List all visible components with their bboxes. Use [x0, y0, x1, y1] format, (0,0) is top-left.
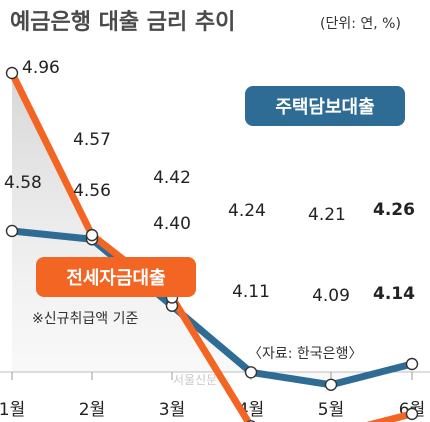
footnote: ※신규취급액 기준: [32, 311, 138, 327]
area-fill-layer: [12, 73, 412, 385]
value-label-housing-1: 4.58: [4, 173, 42, 193]
point-housing-1: [5, 224, 19, 238]
x-axis: 1월2월3월4월5월6월: [0, 371, 430, 420]
x-tick-label-2: 2월: [79, 400, 105, 420]
value-label-jeonse-1: 4.96: [22, 58, 60, 78]
area-fill: [12, 73, 412, 385]
point-housing-5: [324, 378, 338, 391]
value-label-jeonse-6: 4.14: [373, 284, 415, 304]
value-label-housing-5: 4.21: [308, 205, 346, 225]
x-tick-label-5: 5월: [318, 400, 344, 420]
point-housing-4: [244, 366, 258, 379]
series-label-orange-text: 전세자금대출: [66, 268, 165, 289]
value-label-jeonse-5: 4.09: [312, 286, 350, 306]
unit-label: (단위: 연, %): [320, 16, 401, 32]
value-label-jeonse-3: 4.42: [153, 168, 191, 188]
value-label-housing-2: 4.56: [73, 181, 111, 201]
source-label: 〈자료: 한국은행〉: [248, 346, 362, 362]
value-label-housing-3: 4.40: [153, 214, 191, 234]
series-line-jeonse: [8, 69, 416, 422]
series-label-blue: 주택담보대출: [245, 86, 405, 126]
series-label-blue-box: [245, 86, 405, 126]
point-jeonse-2: [85, 228, 99, 242]
data-labels: 4.58 4.56 4.40 4.24 4.21 4.26 4.96 4.57 4.42 4.11…: [4, 58, 415, 306]
point-jeonse-6: [405, 407, 419, 421]
series-points: [5, 66, 419, 422]
x-tick-label-1: 1월: [0, 400, 25, 420]
chart-title: 예금은행 대출 금리 추이: [10, 10, 235, 35]
point-housing-6: [405, 357, 419, 371]
value-label-housing-4: 4.24: [228, 201, 266, 221]
point-jeonse-1: [5, 66, 19, 80]
series-label-blue-text: 주택담보대출: [275, 97, 374, 118]
value-label-housing-6: 4.26: [373, 200, 415, 220]
value-label-jeonse-2: 4.57: [73, 130, 111, 150]
series-line-housing: [8, 227, 416, 389]
series-label-orange: 전세자금대출: [36, 257, 196, 297]
series-label-orange-box: [36, 257, 196, 297]
x-tick-label-3: 3월: [159, 400, 185, 420]
value-label-jeonse-4: 4.11: [232, 282, 270, 302]
watermark: 서울신문: [173, 373, 217, 387]
series-lines: [8, 69, 416, 422]
